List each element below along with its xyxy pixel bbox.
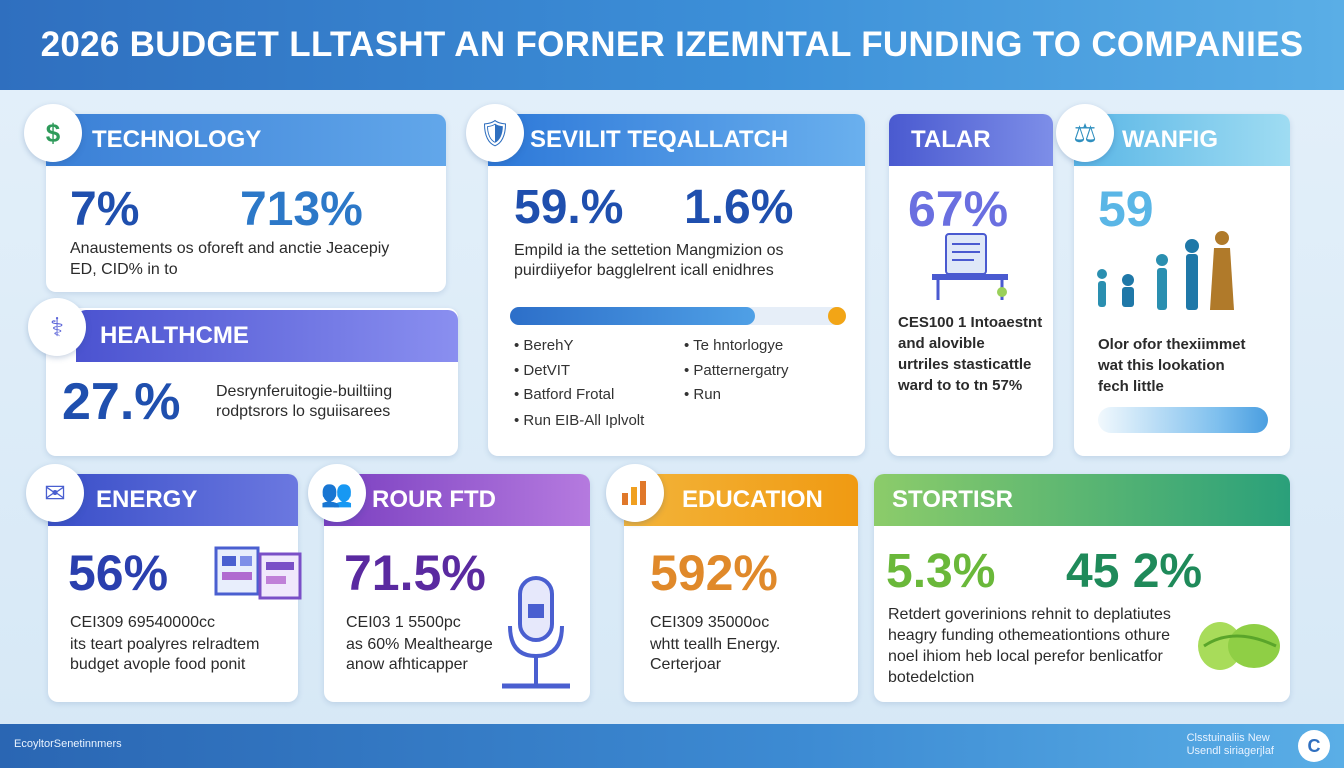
footer-right-text: Clsstuinaliis New Usendl siriagerjlaf bbox=[1187, 732, 1274, 758]
technology-stat-1: 7% bbox=[70, 183, 140, 236]
security-text-2: puirdiiyefor bagglelrent icall enidhres bbox=[514, 262, 774, 279]
footer-left-text: EcoyltorSenetinnmers bbox=[14, 738, 122, 750]
stortisr-stat-1: 5.3% bbox=[886, 545, 996, 598]
footer-right-line-2: Usendl siriagerjlaf bbox=[1186, 745, 1274, 757]
education-line-1: CEI309 35000oc bbox=[650, 614, 770, 631]
talar-text-1: CES100 1 Intoaestnt bbox=[898, 314, 1043, 331]
talar-card bbox=[889, 114, 1053, 456]
health-icon: ⚕ bbox=[28, 298, 86, 356]
rour-line-2: as 60% Mealthearge bbox=[346, 636, 493, 653]
security-stat-1: 59.% bbox=[514, 181, 624, 234]
rour-stat: 71.5% bbox=[344, 545, 486, 601]
rour-header: ROUR FTD bbox=[324, 474, 590, 526]
healthcare-header: HEALTHCME bbox=[76, 310, 458, 362]
healthcare-text-1: Desrynferuitogie-builtiing bbox=[216, 383, 393, 400]
stortisr-title: STORTISR bbox=[892, 486, 1013, 513]
talar-text-2: and alovible bbox=[898, 335, 985, 352]
technology-header: TECHNOLOGY bbox=[46, 114, 446, 166]
energy-line-3: budget avople food ponit bbox=[70, 656, 246, 673]
security-bullet-1: • BerehY bbox=[514, 337, 574, 354]
education-title: EDUCATION bbox=[682, 486, 823, 513]
stortisr-text-2: heagry funding othemeationtions othure bbox=[888, 627, 1170, 644]
stortisr-header: STORTISR bbox=[874, 474, 1290, 526]
security-progress-fill bbox=[510, 307, 756, 325]
security-bullet-7: • Run bbox=[684, 386, 721, 403]
technology-title: TECHNOLOGY bbox=[92, 126, 262, 153]
wanfig-text-2: wat this lookation bbox=[1098, 357, 1225, 374]
talar-text-3: urtriles stasticattle bbox=[898, 356, 1032, 373]
security-stat-2: 1.6% bbox=[684, 181, 794, 234]
energy-stat: 56% bbox=[68, 545, 169, 601]
desk-illustration bbox=[932, 233, 1008, 300]
bar-chart-icon bbox=[606, 464, 664, 522]
people-figures-illustration bbox=[1097, 231, 1234, 310]
logo-icon: C bbox=[1298, 730, 1330, 762]
rour-line-3: anow afhticapper bbox=[346, 656, 468, 673]
rour-line-1: CEI03 1 5500pc bbox=[346, 614, 461, 631]
technology-text-1: Anaustements os oforeft and anctie Jeace… bbox=[70, 240, 390, 257]
energy-line-2: its teart poalyres relradtem bbox=[70, 636, 260, 653]
energy-header: ENERGY bbox=[48, 474, 298, 526]
healthcare-stat: 27.% bbox=[62, 373, 181, 431]
education-stat: 592% bbox=[650, 545, 778, 601]
education-line-2: whtt teallh Energy. bbox=[650, 636, 781, 653]
rour-title: ROUR FTD bbox=[372, 486, 496, 513]
stortisr-text-3: noel ihiom heb local perefor benlicatfor bbox=[888, 648, 1163, 665]
wanfig-text-3: fech little bbox=[1098, 378, 1164, 395]
talar-header: TALAR bbox=[889, 114, 1053, 166]
security-bullet-2: • DetVIT bbox=[514, 362, 571, 379]
healthcare-text-2: rodptsrors lo sguiisarees bbox=[216, 403, 391, 420]
scales-icon: ⚖ bbox=[1056, 104, 1114, 162]
stortisr-text-1: Retdert goverinions rehnit to deplatiute… bbox=[888, 606, 1171, 623]
wanfig-text-1: Olor ofor thexiimmet bbox=[1098, 336, 1246, 353]
talar-title: TALAR bbox=[911, 126, 991, 153]
leaf-illustration bbox=[1198, 622, 1280, 670]
talar-text-4: ward to to tn 57% bbox=[898, 377, 1023, 394]
education-line-3: Certerjoar bbox=[650, 656, 722, 673]
stortisr-stat-2: 45 2% bbox=[1066, 545, 1203, 598]
chat-icon: ✉ bbox=[26, 464, 84, 522]
security-text-1: Empild ia the settetion Mangmizion os bbox=[514, 242, 784, 259]
wanfig-title: WANFIG bbox=[1122, 126, 1218, 153]
technology-text-2: ED, CID% in to bbox=[70, 261, 178, 278]
people-icon: 👥 bbox=[308, 464, 366, 522]
documents-illustration bbox=[214, 546, 302, 600]
security-title: SEVILIT TEQALLATCH bbox=[530, 126, 789, 153]
wanfig-stat: 59 bbox=[1098, 181, 1154, 237]
technology-stat-2: 713% bbox=[240, 183, 363, 236]
security-bullet-6: • Patternergatry bbox=[684, 362, 789, 379]
page-title: 2026 BUDGET LLTASHT AN FORNER IZEMNTAL F… bbox=[40, 25, 1304, 64]
microphone-illustration bbox=[502, 576, 570, 689]
footer-banner: EcoyltorSenetinnmers Clsstuinaliis New U… bbox=[0, 724, 1344, 768]
shield-document-icon: 🛡 bbox=[466, 104, 524, 162]
security-progress-end-dot bbox=[828, 307, 846, 325]
security-bullet-4: • Run EIB-All Iplvolt bbox=[514, 412, 645, 429]
dollar-icon: $ bbox=[24, 104, 82, 162]
header-banner: 2026 BUDGET LLTASHT AN FORNER IZEMNTAL F… bbox=[0, 0, 1344, 90]
talar-stat: 67% bbox=[908, 181, 1009, 237]
energy-title: ENERGY bbox=[96, 486, 198, 513]
wanfig-card bbox=[1074, 114, 1290, 456]
wanfig-decorative-bar bbox=[1098, 407, 1268, 433]
security-bullet-3: • Batford Frotal bbox=[514, 386, 615, 403]
security-card bbox=[488, 114, 865, 456]
security-header: SEVILIT TEQALLATCH bbox=[488, 114, 865, 166]
stortisr-text-4: botedelction bbox=[888, 669, 975, 686]
footer-right-line-1: Clsstuinaliis New bbox=[1186, 732, 1270, 744]
security-bullet-5: • Te hntorlogye bbox=[684, 337, 784, 354]
healthcare-title: HEALTHCME bbox=[100, 322, 249, 349]
energy-line-1: CEI309 69540000cc bbox=[70, 614, 215, 631]
